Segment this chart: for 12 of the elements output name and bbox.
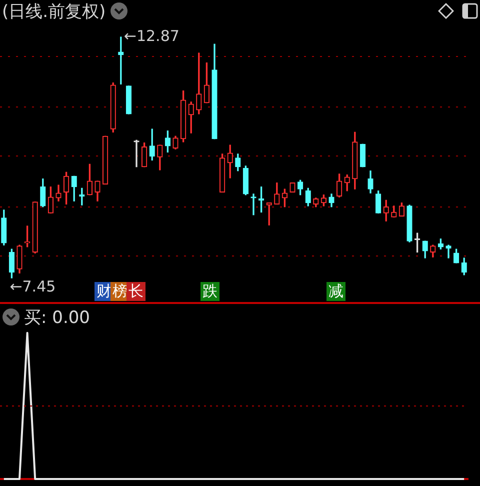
text: 长 (128, 282, 144, 300)
annotation: ←12.87 (124, 26, 180, 45)
chart-title: (日线.前复权) (2, 0, 106, 22)
text: 跌 (202, 282, 218, 300)
candlestick (446, 244, 452, 258)
candlestick (134, 140, 140, 168)
text: 榜 (112, 282, 128, 300)
text: 财 (96, 282, 112, 300)
text: 减 (328, 282, 344, 300)
candlestick (250, 194, 256, 216)
annotation: ←7.45 (10, 277, 56, 296)
chart-title: 买: 0.00 (24, 306, 90, 328)
